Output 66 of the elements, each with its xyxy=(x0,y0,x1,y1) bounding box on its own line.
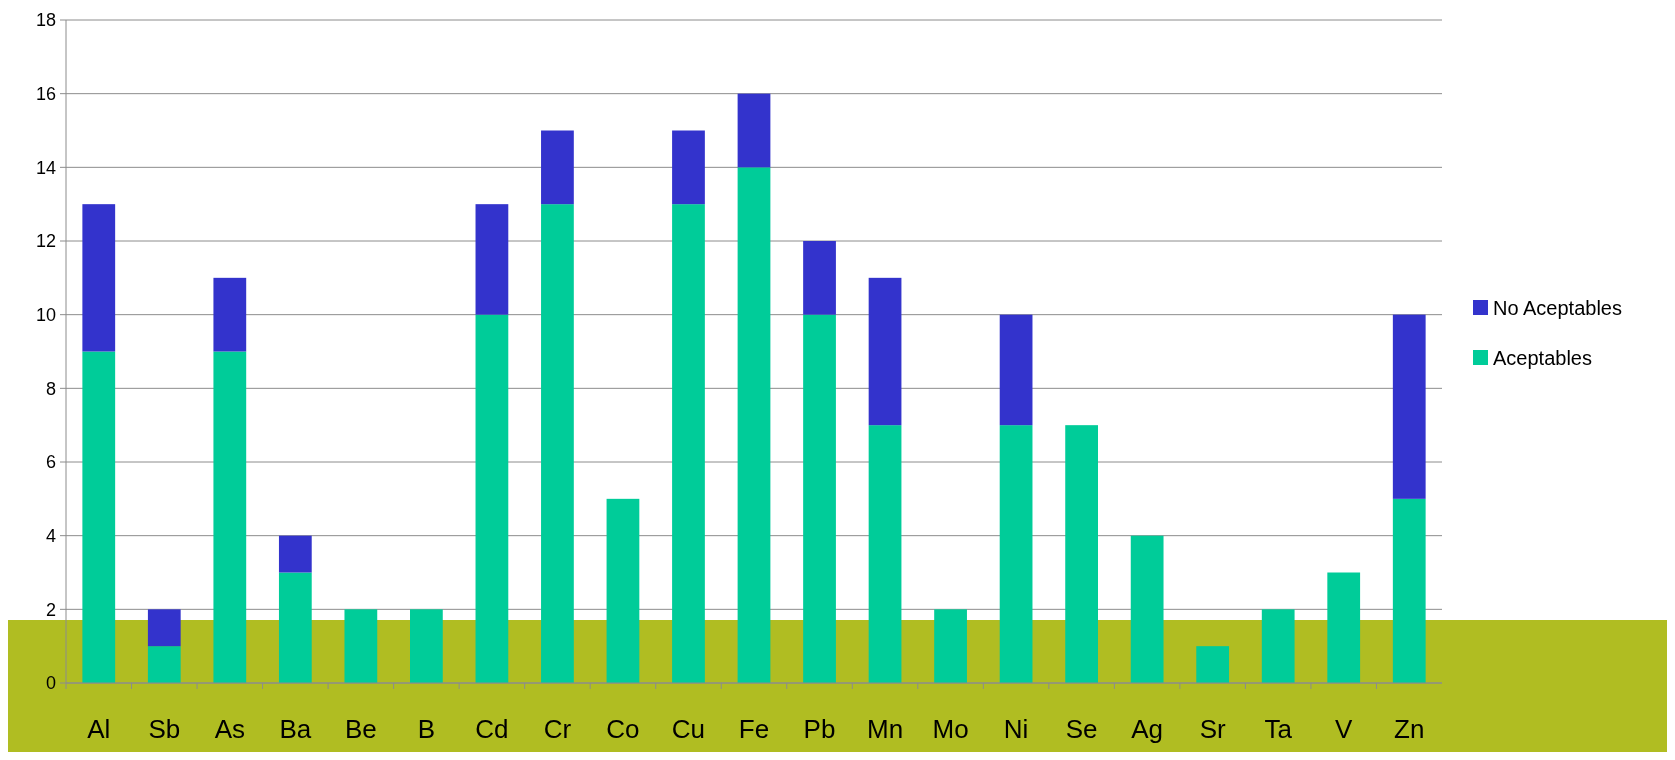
bar xyxy=(541,130,574,205)
bar xyxy=(934,609,967,683)
x-tick-label: Sr xyxy=(1199,714,1227,744)
bar xyxy=(1196,646,1230,683)
x-tick-label: Mo xyxy=(932,714,969,744)
bar xyxy=(868,277,902,426)
x-tick-label: B xyxy=(417,714,436,744)
bar xyxy=(541,204,574,683)
x-tick-label: Ba xyxy=(279,714,312,744)
x-tick-label: Al xyxy=(87,714,111,744)
x-tick-label: Zn xyxy=(1394,714,1425,744)
bar xyxy=(410,609,443,683)
bar xyxy=(1261,609,1295,683)
x-tick-label: Cd xyxy=(475,714,509,744)
x-tick-label: Ta xyxy=(1264,714,1293,744)
x-tick-label: Co xyxy=(606,714,640,744)
bar xyxy=(475,314,509,683)
bar xyxy=(868,425,902,683)
y-tick-label: 10 xyxy=(35,304,56,325)
y-tick-label: 14 xyxy=(35,157,56,178)
y-tick-label: 2 xyxy=(45,599,56,620)
bar xyxy=(803,241,836,315)
y-tick-label: 0 xyxy=(45,673,56,694)
x-tick-label: Ni xyxy=(1003,714,1029,744)
bar xyxy=(475,204,509,315)
x-tick-label: Sb xyxy=(148,714,181,744)
x-tick-label: V xyxy=(1335,714,1354,744)
y-tick-label: 12 xyxy=(35,231,56,252)
legend-label: Aceptables xyxy=(1493,347,1592,369)
bar xyxy=(1130,535,1164,683)
x-tick-label: Cr xyxy=(543,714,572,744)
x-tick-label: Ag xyxy=(1131,714,1164,744)
bar xyxy=(737,167,771,683)
x-tick-label: Mn xyxy=(866,714,904,744)
bar xyxy=(147,646,181,683)
y-tick-label: 4 xyxy=(45,525,56,546)
bar xyxy=(82,204,116,352)
bar xyxy=(803,314,836,683)
bar xyxy=(344,609,378,683)
bar xyxy=(672,130,705,205)
x-tick-label: Be xyxy=(344,714,377,744)
bar xyxy=(82,351,116,683)
y-tick-label: 16 xyxy=(35,83,56,104)
bar xyxy=(737,93,771,168)
x-tick-label: Cu xyxy=(671,714,706,744)
bar xyxy=(606,498,640,683)
bar xyxy=(999,314,1033,426)
y-tick-label: 18 xyxy=(35,10,56,31)
x-tick-label: Pb xyxy=(803,714,836,744)
bar xyxy=(1392,314,1426,499)
x-tick-label: As xyxy=(214,714,245,744)
bar xyxy=(278,572,312,683)
bar xyxy=(999,425,1033,683)
y-tick-label: 8 xyxy=(45,378,56,399)
bar xyxy=(147,609,181,647)
bar xyxy=(1065,425,1098,683)
y-tick-label: 6 xyxy=(45,452,56,473)
x-tick-label: Se xyxy=(1065,714,1098,744)
bar xyxy=(1392,498,1426,683)
bar xyxy=(1327,572,1361,683)
bar xyxy=(278,535,312,573)
x-tick-label: Fe xyxy=(738,714,770,744)
bar xyxy=(213,277,247,352)
legend-label: No Aceptables xyxy=(1493,297,1622,319)
bar xyxy=(672,204,705,683)
bar xyxy=(213,351,247,683)
